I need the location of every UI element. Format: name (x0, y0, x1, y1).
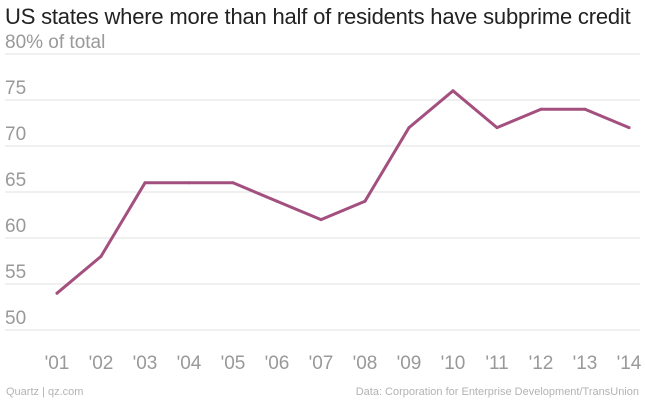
data-point (363, 199, 367, 203)
footer-source-left[interactable]: Quartz | qz.com (6, 386, 84, 398)
y-tick-label: 80% of total (5, 32, 105, 53)
data-point (583, 107, 587, 111)
y-tick-label: 55 (5, 262, 26, 283)
chart-title: US states where more than half of reside… (5, 4, 631, 29)
data-point (55, 291, 59, 295)
data-point (275, 199, 279, 203)
x-tick-label: '03 (133, 353, 158, 374)
y-tick-label: 70 (5, 124, 26, 145)
series-line (55, 89, 631, 295)
data-point (99, 254, 103, 258)
data-point (187, 181, 191, 185)
y-tick-label: 50 (5, 308, 26, 329)
x-tick-label: '02 (89, 353, 114, 374)
y-tick-label: 65 (5, 170, 26, 191)
data-point (143, 181, 147, 185)
x-tick-label: '06 (265, 353, 290, 374)
x-tick-label: '10 (441, 353, 466, 374)
x-tick-label: '09 (397, 353, 422, 374)
x-tick-label: '07 (309, 353, 334, 374)
x-tick-label: '08 (353, 353, 378, 374)
y-axis: 50 55 60 65 70 75 80% of total (5, 32, 105, 329)
data-point (319, 218, 323, 222)
data-point (451, 89, 455, 93)
y-tick-label: 75 (5, 78, 26, 99)
x-axis: '01 '02 '03 '04 '05 '06 '07 '08 '09 '10 '11 '12 '13 '… (45, 353, 642, 374)
x-tick-label: '01 (45, 353, 70, 374)
data-point (627, 126, 631, 130)
data-point (539, 107, 543, 111)
series-layer (55, 89, 631, 295)
data-point (231, 181, 235, 185)
x-tick-label: '04 (177, 353, 202, 374)
x-tick-label: '12 (529, 353, 554, 374)
data-point (495, 126, 499, 130)
x-tick-label: '05 (221, 353, 246, 374)
x-tick-label: '11 (485, 353, 508, 374)
data-point (407, 126, 411, 130)
x-tick-label: '13 (573, 353, 598, 374)
grid-lines (5, 53, 640, 331)
x-tick-label: '14 (617, 353, 642, 374)
footer-source-right: Data: Corporation for Enterprise Develop… (355, 386, 639, 398)
y-tick-label: 60 (5, 216, 26, 237)
